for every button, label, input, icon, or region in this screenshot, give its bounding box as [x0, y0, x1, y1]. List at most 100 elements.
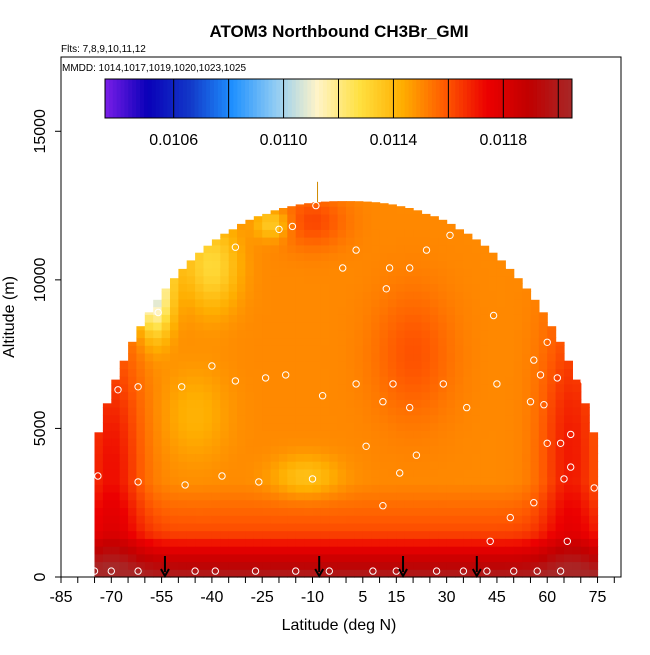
heatmap-cell — [245, 445, 255, 454]
heatmap-cell — [312, 492, 322, 501]
heatmap-cell — [253, 538, 263, 547]
heatmap-cell — [455, 322, 464, 331]
heatmap-cell — [429, 414, 439, 424]
heatmap-cell — [228, 314, 238, 323]
heatmap-cell — [119, 368, 129, 377]
heatmap-cell — [102, 522, 112, 532]
heatmap-cell — [195, 445, 205, 454]
heatmap-cell — [438, 353, 448, 362]
heatmap-cell — [354, 268, 364, 277]
heatmap-cell — [178, 353, 188, 362]
heatmap-cell — [111, 530, 121, 539]
heatmap-cell — [396, 522, 406, 532]
heatmap-cell — [136, 468, 146, 478]
heatmap-cell — [346, 499, 355, 508]
heatmap-cell — [245, 376, 255, 385]
heatmap-cell — [287, 569, 297, 578]
heatmap-cell — [387, 368, 397, 377]
heatmap-cell — [304, 213, 314, 223]
heatmap-cell — [413, 515, 423, 524]
heatmap-cell — [270, 268, 280, 277]
heatmap-cell — [379, 430, 389, 439]
heatmap-cell — [505, 414, 515, 424]
heatmap-cell — [387, 221, 397, 230]
heatmap-cell — [404, 291, 414, 300]
heatmap-cell — [387, 468, 397, 478]
heatmap-cell — [522, 298, 532, 308]
heatmap-cell — [371, 202, 381, 207]
heatmap-cell — [496, 476, 506, 485]
heatmap-cell — [170, 437, 179, 447]
heatmap-cell — [589, 538, 599, 547]
heatmap-cell — [203, 430, 213, 439]
colorbar-segment — [451, 79, 456, 118]
heatmap-cell — [480, 453, 490, 462]
heatmap-cell — [446, 422, 456, 431]
heatmap-cell — [463, 522, 473, 532]
heatmap-cell — [237, 306, 246, 315]
heatmap-cell — [379, 291, 389, 300]
heatmap-cell — [128, 507, 138, 516]
heatmap-cell — [144, 353, 154, 362]
profile-arrows-layer — [160, 556, 482, 579]
heatmap-cell — [295, 461, 305, 470]
heatmap-cell — [530, 414, 540, 424]
heatmap-cell — [522, 422, 532, 431]
heatmap-cell — [287, 414, 297, 424]
heatmap-cell — [203, 306, 213, 315]
heatmap-cell — [446, 223, 456, 230]
heatmap-cell — [245, 229, 255, 238]
heatmap-cell — [438, 275, 448, 284]
heatmap-cell — [287, 291, 297, 300]
heatmap-cell — [362, 407, 372, 416]
heatmap-cell — [111, 515, 121, 524]
heatmap-cell — [153, 569, 163, 578]
heatmap-cell — [111, 407, 121, 416]
heatmap-cell — [505, 368, 515, 377]
heatmap-cell — [287, 237, 297, 246]
heatmap-cell — [362, 522, 372, 532]
heatmap-cell — [178, 268, 188, 277]
heatmap-cell — [471, 383, 481, 393]
heatmap-cell — [429, 399, 439, 408]
heatmap-cell — [136, 414, 146, 424]
heatmap-cell — [304, 203, 314, 207]
heatmap-cell — [455, 229, 464, 238]
colorbar-segment — [486, 79, 491, 118]
heatmap-cell — [94, 453, 104, 462]
heatmap-cell — [253, 376, 263, 385]
heatmap-cell — [387, 353, 397, 362]
heatmap-cell — [228, 437, 238, 447]
heatmap-cell — [102, 430, 112, 439]
heatmap-cell — [237, 430, 246, 439]
heatmap-cell — [471, 337, 481, 346]
heatmap-cell — [471, 476, 481, 485]
heatmap-cell — [170, 422, 179, 431]
heatmap-cell — [195, 414, 205, 424]
heatmap-cell — [161, 337, 171, 346]
heatmap-cell — [555, 437, 565, 447]
heatmap-cell — [413, 368, 423, 377]
heatmap-cell — [387, 476, 397, 485]
heatmap-cell — [304, 499, 314, 508]
heatmap-cell — [496, 368, 506, 377]
heatmap-cell — [346, 522, 355, 532]
heatmap-cell — [304, 221, 314, 230]
heatmap-cell — [320, 314, 330, 323]
heatmap-cell — [304, 353, 314, 362]
heatmap-cell — [589, 476, 599, 485]
heatmap-cell — [580, 407, 590, 416]
heatmap-cell — [438, 345, 448, 354]
heatmap-cell — [220, 260, 230, 269]
heatmap-cell — [580, 468, 590, 478]
heatmap-cell — [186, 461, 196, 470]
sample-point — [406, 264, 414, 272]
heatmap-cell — [438, 329, 448, 339]
sample-point — [412, 451, 421, 459]
heatmap-cell — [362, 322, 372, 331]
heatmap-cell — [446, 538, 456, 547]
heatmap-cell — [522, 345, 532, 354]
heatmap-cell — [237, 314, 246, 323]
colorbar-segment — [116, 79, 122, 118]
heatmap-cell — [128, 353, 138, 362]
